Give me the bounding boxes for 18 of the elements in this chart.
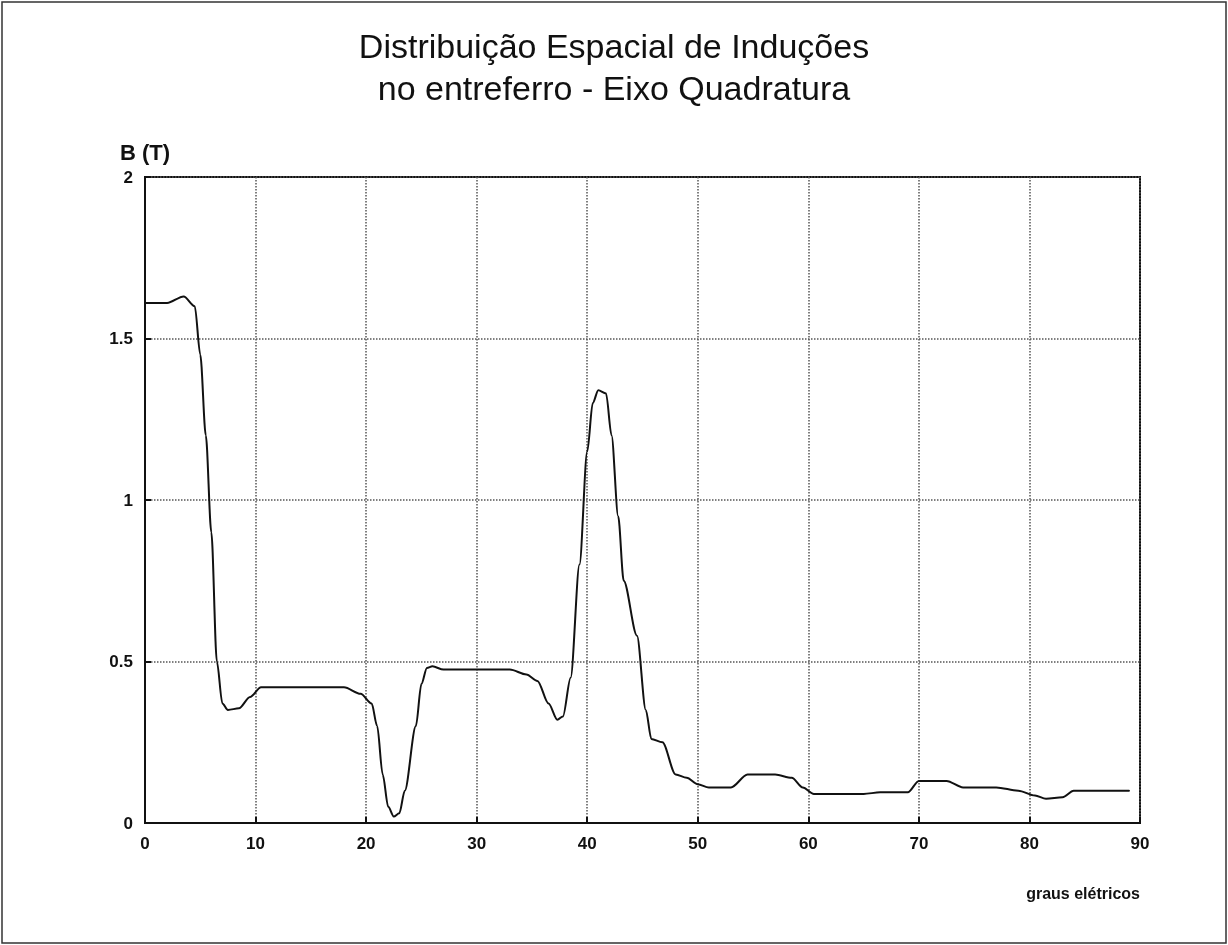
y-tick-label: 1 (123, 490, 133, 510)
x-axis-title: graus elétricos (1026, 884, 1141, 902)
y-tick-label: 0.5 (109, 652, 133, 671)
y-tick-label: 2 (123, 167, 133, 187)
x-tick-label: 90 (1130, 834, 1150, 853)
y-tick-label: 0 (123, 813, 133, 833)
x-tick-label: 30 (467, 834, 487, 853)
x-tick-label: 80 (1019, 834, 1039, 853)
x-tick-label: 60 (798, 834, 818, 853)
x-tick-label: 0 (140, 834, 150, 853)
x-tick-label: 50 (688, 834, 708, 853)
x-tick-label: 70 (909, 834, 929, 853)
chart-title: Distribuição Espacial de Induções no entreferro - Eixo Quadratura (358, 27, 870, 107)
x-tick-label: 20 (356, 834, 376, 853)
x-tick-label: 10 (246, 834, 266, 853)
y-tick-label: 1.5 (109, 329, 133, 348)
x-tick-label: 40 (577, 834, 597, 853)
y-axis-title: B (T) (119, 139, 171, 165)
